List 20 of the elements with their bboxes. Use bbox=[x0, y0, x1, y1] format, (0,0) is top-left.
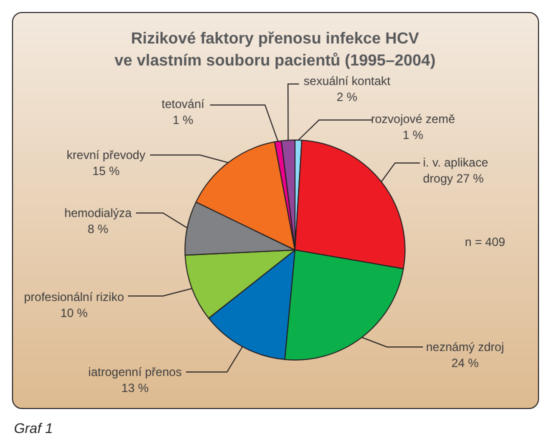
data-label: 8 % bbox=[88, 222, 109, 236]
slice-label: neznámý zdroj bbox=[426, 340, 504, 354]
data-label: 1 % bbox=[172, 113, 194, 127]
slice-label: krevní převody bbox=[66, 148, 146, 162]
slice-label: tetování bbox=[162, 97, 206, 111]
slice-label: profesionální riziko bbox=[24, 290, 124, 304]
data-label: 15 % bbox=[92, 164, 120, 178]
data-label: 13 % bbox=[121, 381, 149, 395]
slice-label: i. v. aplikace drogy 27 % bbox=[423, 156, 492, 186]
slice-label: hemodialýza bbox=[64, 206, 132, 220]
data-label: 2 % bbox=[336, 90, 358, 104]
slice-label: iatrogenní přenos bbox=[88, 365, 182, 379]
slice-label: sexuální kontakt bbox=[304, 74, 392, 88]
chart-title: Rizikové faktory přenosu infekce HCV ve vlastním souboru pacientů (1995–2004) bbox=[114, 30, 436, 70]
data-label: 1 % bbox=[402, 128, 424, 142]
text: Graf 1 bbox=[14, 420, 53, 436]
data-label: 24 % bbox=[451, 356, 479, 370]
slice-label: rozvojové země bbox=[370, 112, 456, 126]
data-label: 10 % bbox=[60, 306, 88, 320]
text: n = 409 bbox=[464, 235, 506, 249]
